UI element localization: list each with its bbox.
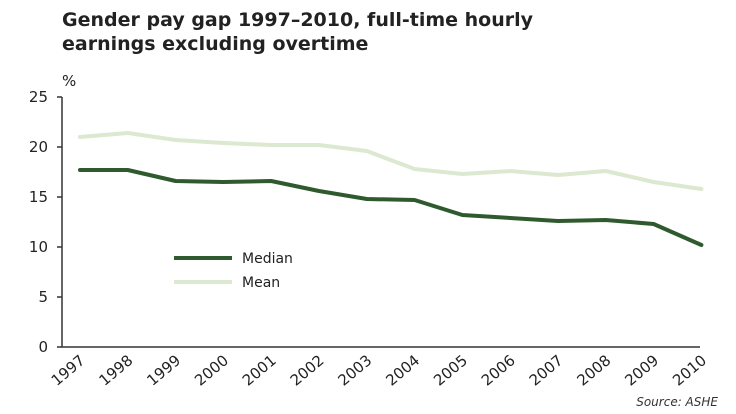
data-point-mean [174,138,177,142]
y-tick-label: 20 [29,138,48,156]
x-tick-label: 2009 [621,351,662,389]
y-tick-label: 25 [29,88,48,106]
data-point-median [270,179,273,183]
series-line-median [78,168,704,247]
source-note: Source: ASHE [636,395,718,409]
chart-title-line-2: earnings excluding overtime [62,33,369,55]
data-point-median [604,218,607,222]
data-point-median [556,219,560,223]
data-point-mean [509,169,512,173]
data-point-mean [222,141,225,145]
data-point-mean [652,180,655,184]
x-tick-label: 2005 [430,351,471,389]
data-point-mean [270,143,273,147]
x-tick-label: 1997 [48,351,89,389]
data-point-median [317,189,321,193]
data-point-median [413,198,416,202]
data-point-median [222,180,225,184]
data-point-mean [604,169,607,173]
data-point-median [652,222,655,226]
data-point-median [365,197,368,201]
data-point-median [78,168,82,172]
data-point-median [174,179,177,183]
data-point-median [461,213,464,217]
x-tick-label: 2001 [239,351,280,389]
x-tick-label: 2002 [287,351,328,389]
y-tick-label: 10 [29,238,48,256]
data-point-mean [317,143,321,147]
x-tick-label: 1999 [143,351,184,389]
x-tick-label: 2010 [669,351,710,389]
legend-label-mean: Mean [242,275,280,291]
series-lines [78,131,704,247]
data-point-mean [556,173,560,177]
y-tick-label: 15 [29,188,48,206]
x-axis-ticks: 1997 1998 1999 2000 2001 2002 2003 2004 2005 2006… [48,351,710,389]
chart-title-line-1: Gender pay gap 1997–2010, full-time hour… [62,9,534,31]
legend: Median Mean [174,251,293,291]
data-point-mean [126,131,129,135]
x-tick-label: 2008 [574,351,615,389]
x-tick-label: 2007 [526,351,567,389]
data-point-mean [461,172,464,176]
data-point-median [509,216,512,220]
x-tick-label: 2004 [382,351,423,389]
series-line-mean [78,131,704,191]
x-tick-label: 1998 [96,351,137,389]
y-axis-ticks: 0 5 10 15 20 25 [29,88,62,356]
x-tick-label: 2000 [191,351,232,389]
legend-label-median: Median [242,251,293,267]
x-tick-label: 2006 [478,351,519,389]
data-point-mean [413,167,416,171]
y-axis-unit-label: % [62,72,76,90]
data-point-median [700,243,703,247]
data-point-mean [365,149,368,153]
y-tick-label: 5 [38,288,48,306]
data-point-mean [700,187,703,191]
data-point-median [126,168,129,172]
chart-title: Gender pay gap 1997–2010, full-time hour… [62,8,682,56]
y-tick-label: 0 [38,338,48,356]
data-point-mean [78,135,82,139]
x-tick-label: 2003 [335,351,376,389]
